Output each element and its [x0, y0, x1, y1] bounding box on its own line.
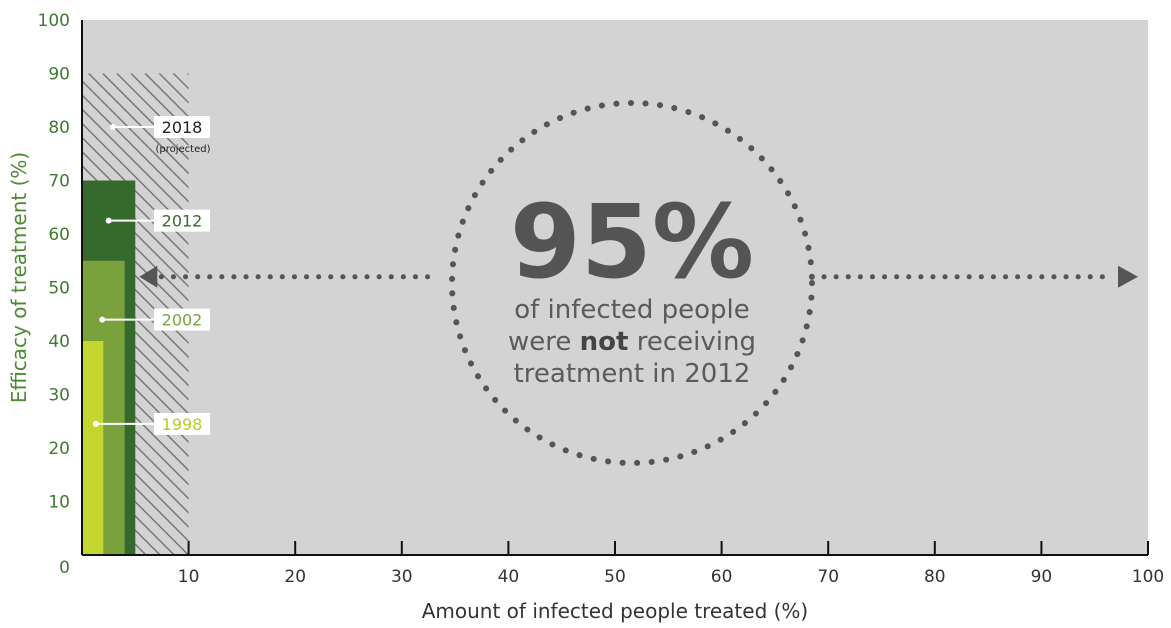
label-1998: 1998 [92, 412, 210, 435]
x-tick-label: 70 [817, 567, 839, 587]
y-tick-label: 30 [48, 386, 70, 406]
y-tick-label: 20 [48, 439, 70, 459]
y-tick-label: 70 [48, 172, 70, 192]
x-tick-label: 10 [178, 567, 200, 587]
callout-line-3: treatment in 2012 [514, 359, 751, 389]
leader-dot [99, 316, 106, 323]
label-2002: 2002 [99, 308, 210, 331]
leader-dot [109, 124, 116, 130]
arrow-right-head [1118, 265, 1138, 288]
callout-line-1: of infected people [514, 295, 750, 325]
y-tick-label: 60 [48, 225, 70, 245]
y-axis-title: Efficacy of treatment (%) [7, 152, 31, 403]
label-2018: 2018 (projected) [109, 116, 211, 155]
year-text: 1998 [162, 415, 203, 434]
label-box [154, 116, 210, 138]
x-tick-label: 80 [924, 567, 946, 587]
y-tick-label: 50 [48, 279, 70, 299]
callout-value: 95% [510, 183, 754, 302]
x-axis-title: Amount of infected people treated (%) [422, 599, 809, 623]
x-tick-label: 20 [284, 567, 306, 587]
callout-line-2: were not receiving [508, 327, 756, 357]
arrow-left-head [139, 265, 158, 288]
y-tick-label: 40 [48, 332, 70, 352]
x-tick-label: 100 [1132, 567, 1164, 587]
x-tick-label: 50 [604, 567, 626, 587]
x-tick-label: 30 [391, 567, 413, 587]
label-box [154, 412, 210, 435]
leader-dot [92, 420, 99, 427]
label-2012: 2012 [105, 209, 210, 232]
year-text: 2018 [162, 118, 203, 137]
plot-background [82, 20, 1148, 555]
x-tick-label: 40 [498, 567, 520, 587]
year-note: (projected) [155, 144, 210, 155]
x-tick-label: 90 [1031, 567, 1053, 587]
label-box [154, 308, 210, 331]
y-tick-label: 100 [38, 11, 70, 31]
x-tick-label: 60 [711, 567, 733, 587]
dotted-circle [449, 100, 815, 466]
leader-dot [105, 217, 112, 224]
y-tick-label: 80 [48, 118, 70, 138]
y-tick-label: 0 [59, 558, 70, 578]
year-text: 2012 [162, 212, 203, 231]
y-tick-label: 10 [48, 493, 70, 513]
bar-1998 [82, 341, 104, 555]
label-box [154, 209, 210, 232]
y-tick-label: 90 [48, 65, 70, 85]
year-text: 2002 [162, 311, 203, 330]
